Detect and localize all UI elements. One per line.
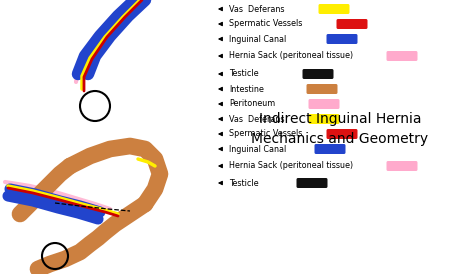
FancyBboxPatch shape xyxy=(307,84,337,94)
Text: Inguinal Canal: Inguinal Canal xyxy=(229,144,286,153)
FancyBboxPatch shape xyxy=(302,69,334,79)
FancyBboxPatch shape xyxy=(297,178,328,188)
Text: Vas  Deferans: Vas Deferans xyxy=(229,115,284,124)
Text: Spermatic Vessels: Spermatic Vessels xyxy=(229,19,302,28)
FancyBboxPatch shape xyxy=(319,4,349,14)
Text: Hernia Sack (peritoneal tissue): Hernia Sack (peritoneal tissue) xyxy=(229,161,353,170)
Text: Hernia Sack (peritoneal tissue): Hernia Sack (peritoneal tissue) xyxy=(229,52,353,61)
Text: Testicle: Testicle xyxy=(229,70,259,78)
Text: Peritoneum: Peritoneum xyxy=(229,99,275,109)
FancyBboxPatch shape xyxy=(386,161,418,171)
Text: Vas  Deferans: Vas Deferans xyxy=(229,4,284,13)
FancyBboxPatch shape xyxy=(327,34,357,44)
Text: Indirect Inguinal Hernia
Mechanics and Geometry: Indirect Inguinal Hernia Mechanics and G… xyxy=(251,112,428,146)
Text: Inguinal Canal: Inguinal Canal xyxy=(229,35,286,44)
FancyBboxPatch shape xyxy=(386,51,418,61)
FancyBboxPatch shape xyxy=(337,19,367,29)
Text: Testicle: Testicle xyxy=(229,178,259,187)
FancyBboxPatch shape xyxy=(309,114,339,124)
FancyBboxPatch shape xyxy=(315,144,346,154)
FancyBboxPatch shape xyxy=(327,129,357,139)
Text: Spermatic Vessels: Spermatic Vessels xyxy=(229,130,302,138)
Text: Intestine: Intestine xyxy=(229,84,264,93)
FancyBboxPatch shape xyxy=(309,99,339,109)
